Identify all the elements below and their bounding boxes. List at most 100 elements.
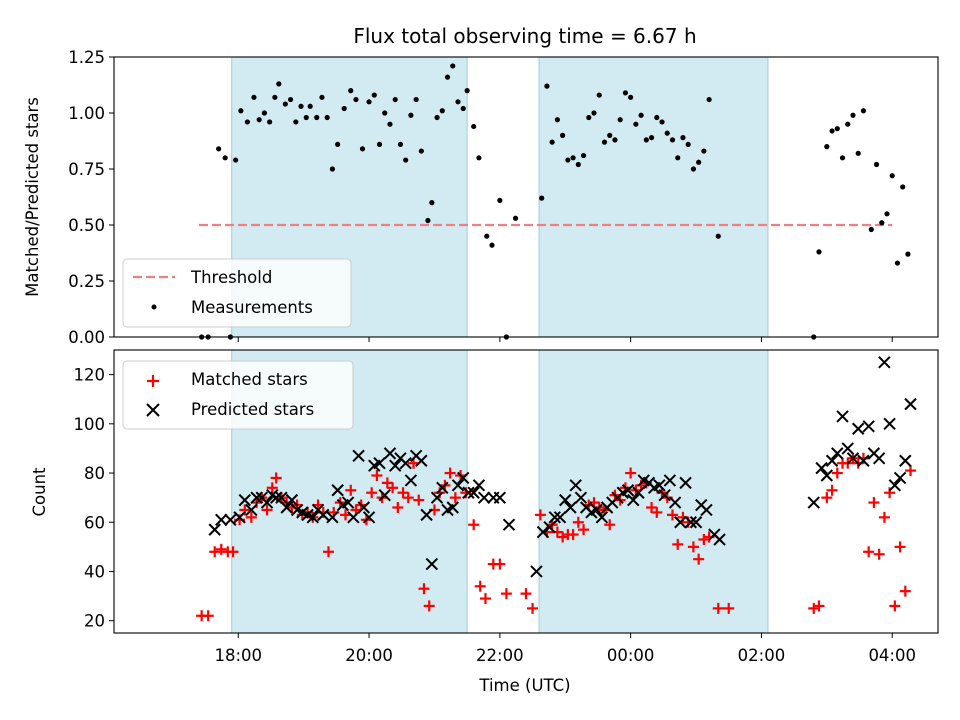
- measurement-point: [366, 99, 372, 105]
- predicted-star-point: [713, 533, 726, 546]
- predicted-star-point: [679, 476, 692, 490]
- measurement-point: [905, 251, 911, 257]
- predicted-star-point: [857, 454, 870, 467]
- measurement-point: [303, 114, 309, 121]
- measurement-point: [272, 94, 278, 100]
- matched-star-point: [873, 548, 885, 560]
- measurement-point: [654, 114, 660, 121]
- measurement-point: [403, 157, 409, 163]
- legend-measurements-swatch: [151, 304, 157, 310]
- matched-star-point: [666, 509, 678, 521]
- measurement-point: [392, 96, 398, 103]
- matched-star-point: [572, 516, 584, 528]
- matched-star-point: [261, 504, 273, 516]
- measurement-point: [675, 155, 681, 161]
- matched-star-point: [899, 585, 911, 597]
- measurement-point: [889, 173, 895, 179]
- measurement-point: [387, 121, 393, 127]
- predicted-stars-points: [208, 356, 917, 578]
- predicted-star-point: [357, 501, 371, 514]
- matched-star-point: [687, 541, 699, 553]
- matched-star-point: [239, 504, 251, 516]
- measurement-point: [324, 114, 330, 121]
- measurement-point: [845, 121, 851, 127]
- matched-star-point: [449, 492, 461, 504]
- matched-star-point: [527, 602, 539, 614]
- predicted-star-point: [493, 491, 507, 504]
- top-ytick-label: 1.25: [68, 48, 105, 67]
- matched-star-point: [397, 487, 409, 499]
- measurement-point: [267, 119, 273, 125]
- measurement-point: [464, 88, 470, 94]
- matched-star-point: [270, 472, 282, 484]
- predicted-star-point: [477, 491, 491, 504]
- predicted-star-point: [846, 452, 860, 465]
- measurement-point: [706, 96, 712, 103]
- predicted-star-point: [502, 518, 516, 531]
- matched-star-point: [500, 588, 512, 600]
- predicted-star-point: [831, 447, 844, 460]
- top-ytick-label: 0.75: [68, 160, 105, 179]
- measurement-point: [617, 117, 623, 123]
- top-ytick-label: 0.00: [68, 328, 105, 347]
- measurement-point: [314, 114, 320, 121]
- predicted-star-point: [208, 523, 221, 536]
- measurement-point: [690, 166, 697, 172]
- measurement-point: [715, 233, 721, 239]
- top-ytick-label: 0.25: [68, 272, 105, 291]
- measurement-point: [596, 92, 602, 98]
- measurement-point: [413, 96, 419, 103]
- predicted-star-point: [595, 511, 609, 524]
- top-y-axis-label: Matched/Predicted stars: [23, 97, 42, 297]
- matched-star-point: [567, 529, 579, 541]
- predicted-star-point: [347, 511, 360, 524]
- predicted-star-point: [331, 484, 344, 497]
- predicted-star-point: [388, 459, 402, 472]
- predicted-star-point: [621, 484, 635, 497]
- predicted-star-point: [467, 486, 480, 499]
- predicted-star-point: [632, 486, 645, 499]
- matched-star-point: [468, 519, 480, 531]
- bottom-ytick-label: 100: [74, 415, 106, 434]
- matched-star-point: [868, 497, 880, 509]
- measurement-point: [244, 119, 251, 125]
- matched-star-point: [323, 546, 335, 558]
- measurement-point: [659, 119, 665, 125]
- measurement-point: [633, 121, 639, 127]
- top-axes-frame: [113, 56, 939, 338]
- matched-star-point: [831, 467, 843, 479]
- matched-star-point: [884, 487, 896, 499]
- chart-title: Flux total observing time = 6.67 h: [353, 24, 696, 48]
- measurement-point: [664, 130, 670, 136]
- matched-star-point: [340, 509, 352, 521]
- matched-star-point: [266, 482, 278, 494]
- matched-star-point: [423, 600, 435, 612]
- xtick-label: 20:00: [345, 646, 393, 665]
- predicted-star-point: [306, 511, 320, 524]
- predicted-star-point: [674, 516, 687, 529]
- matched-star-point: [672, 538, 684, 550]
- predicted-star-point: [627, 493, 640, 507]
- bottom-x-ticks: 18:00 20:00 22:00 00:00 02:00 04:00: [214, 633, 916, 665]
- matched-star-point: [209, 546, 221, 558]
- measurement-point: [643, 137, 649, 143]
- predicted-star-point: [280, 501, 293, 514]
- predicted-star-point: [341, 496, 355, 509]
- measurement-point: [484, 233, 490, 239]
- matched-star-point: [826, 484, 838, 496]
- predicted-star-point: [233, 511, 246, 524]
- measurement-point: [418, 148, 424, 154]
- measurement-point: [816, 249, 822, 255]
- measurement-point: [450, 63, 456, 69]
- top-legend-box: [122, 258, 352, 328]
- predicted-star-point: [700, 503, 713, 517]
- measurement-point: [298, 103, 304, 109]
- matched-star-point: [215, 543, 227, 555]
- predicted-star-point: [820, 469, 834, 482]
- predicted-star-point: [668, 496, 682, 509]
- measurement-point: [434, 114, 440, 121]
- matched-star-point: [894, 541, 906, 553]
- matched-star-point: [381, 477, 393, 489]
